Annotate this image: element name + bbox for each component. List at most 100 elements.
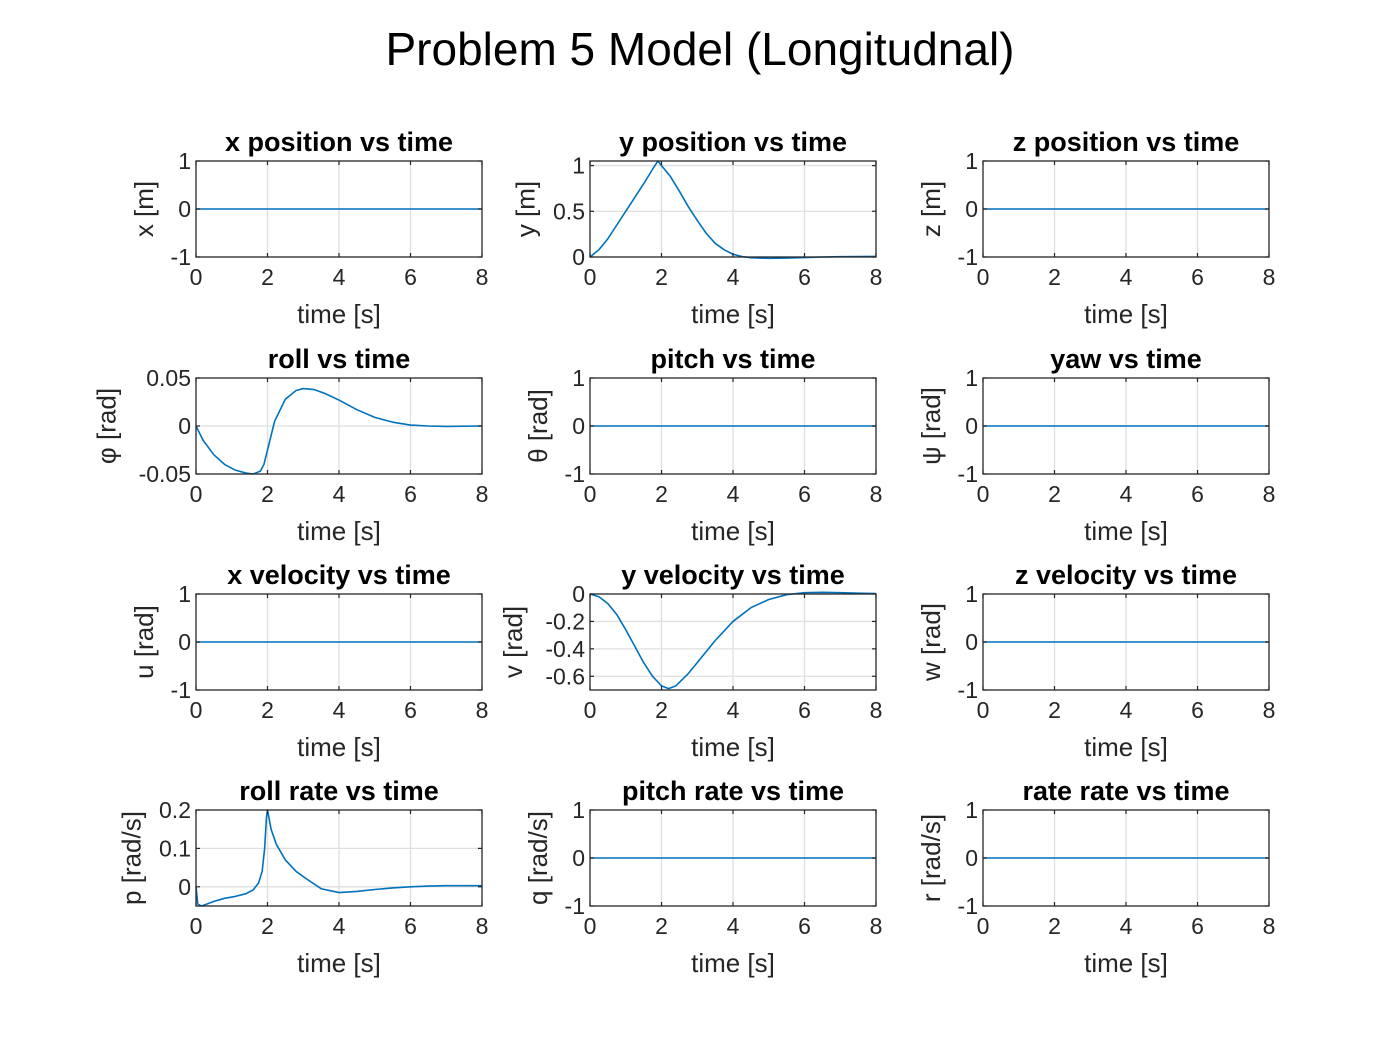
x-tick-label: 6 — [1191, 481, 1204, 507]
y-tick-label: 1 — [965, 797, 978, 823]
y-axis-label: x [m] — [129, 181, 159, 237]
x-tick-label: 6 — [1191, 697, 1204, 723]
subplot-10: 0 2 4 6 8 0 0.1 0.2 roll rate vs time time [s] p [… — [117, 776, 489, 978]
y-tick-label: 1 — [965, 148, 978, 174]
series-line — [195, 387, 483, 475]
x-tick-label: 6 — [404, 913, 417, 939]
y-axis-label: u [rad] — [129, 605, 159, 679]
x-tick-label: 4 — [1120, 264, 1133, 290]
y-axis-label: θ [rad] — [523, 389, 553, 463]
y-tick-label: 0 — [178, 196, 191, 222]
y-tick-label: 0 — [965, 845, 978, 871]
y-tick-label: 0 — [178, 413, 191, 439]
x-tick-label: 0 — [190, 264, 203, 290]
y-axis-label: v [rad] — [498, 606, 528, 678]
x-tick-label: 2 — [261, 481, 274, 507]
x-tick-label: 8 — [1263, 697, 1276, 723]
x-tick-label: 2 — [1048, 264, 1061, 290]
x-tick-label: 4 — [727, 697, 740, 723]
x-tick-label: 2 — [1048, 697, 1061, 723]
y-tick-label: 0 — [572, 244, 585, 270]
x-tick-label: 2 — [655, 481, 668, 507]
subplot-title: yaw vs time — [1050, 344, 1202, 374]
y-tick-label: 0 — [965, 196, 978, 222]
x-tick-label: 0 — [584, 264, 597, 290]
x-tick-label: 0 — [977, 264, 990, 290]
x-tick-label: 2 — [261, 697, 274, 723]
y-tick-label: -1 — [171, 677, 191, 703]
y-tick-label: 0.5 — [553, 198, 585, 224]
x-axis-label: time [s] — [297, 299, 381, 329]
subplot-title: x velocity vs time — [227, 560, 451, 590]
x-tick-label: 0 — [977, 697, 990, 723]
x-tick-label: 0 — [977, 913, 990, 939]
x-tick-label: 0 — [190, 481, 203, 507]
x-axis-label: time [s] — [1084, 948, 1168, 978]
y-tick-label: 0 — [965, 629, 978, 655]
x-tick-label: 0 — [584, 697, 597, 723]
series-line — [589, 591, 877, 690]
x-tick-label: 4 — [727, 264, 740, 290]
y-tick-label: -1 — [958, 461, 978, 487]
x-axis-label: time [s] — [691, 732, 775, 762]
x-tick-label: 6 — [1191, 913, 1204, 939]
series-line — [195, 809, 482, 907]
x-tick-label: 0 — [584, 481, 597, 507]
x-tick-label: 4 — [333, 264, 346, 290]
subplot-title: roll rate vs time — [239, 776, 439, 806]
x-tick-label: 6 — [404, 264, 417, 290]
y-tick-label: -1 — [958, 893, 978, 919]
y-tick-label: -1 — [565, 461, 585, 487]
y-axis-label: p [rad/s] — [117, 811, 147, 905]
subplot-title: pitch rate vs time — [622, 776, 844, 806]
x-tick-label: 8 — [870, 481, 883, 507]
y-tick-label: 0 — [178, 874, 191, 900]
x-tick-label: 8 — [476, 481, 489, 507]
x-axis-label: time [s] — [691, 516, 775, 546]
y-tick-label: 1 — [965, 581, 978, 607]
y-axis-label: y [m] — [511, 181, 541, 237]
y-tick-label: 1 — [572, 153, 585, 179]
y-tick-label: -0.05 — [139, 461, 191, 487]
subplot-title: roll vs time — [268, 344, 411, 374]
y-tick-label: 0 — [178, 629, 191, 655]
y-tick-label: 1 — [178, 581, 191, 607]
y-tick-label: -1 — [171, 244, 191, 270]
figure-title: Problem 5 Model (Longitudnal) — [385, 23, 1015, 75]
subplot-8: 0 2 4 6 8-0.6-0.4-0.20y velocity vs timetime… — [498, 560, 882, 762]
x-tick-label: 4 — [1120, 481, 1133, 507]
x-tick-label: 6 — [798, 481, 811, 507]
y-axis-label: w [rad] — [916, 603, 946, 682]
x-tick-label: 4 — [1120, 697, 1133, 723]
y-tick-label: 1 — [178, 148, 191, 174]
subplot-title: y velocity vs time — [621, 560, 845, 590]
x-tick-label: 0 — [190, 913, 203, 939]
y-tick-label: 0 — [572, 581, 585, 607]
y-tick-label: -1 — [958, 244, 978, 270]
x-tick-label: 8 — [870, 264, 883, 290]
series-line — [589, 160, 877, 260]
x-axis-label: time [s] — [691, 948, 775, 978]
subplot-title: y position vs time — [619, 127, 847, 157]
x-tick-label: 6 — [798, 913, 811, 939]
y-tick-label: -0.6 — [545, 663, 585, 689]
y-tick-label: 1 — [965, 365, 978, 391]
x-tick-label: 8 — [1263, 913, 1276, 939]
x-tick-label: 4 — [727, 913, 740, 939]
y-tick-label: 1 — [572, 365, 585, 391]
x-tick-label: 0 — [584, 913, 597, 939]
x-tick-label: 6 — [1191, 264, 1204, 290]
y-tick-label: -0.4 — [545, 636, 585, 662]
subplot-title: pitch vs time — [650, 344, 815, 374]
y-tick-label: 0 — [572, 845, 585, 871]
subplot-title: z position vs time — [1013, 127, 1240, 157]
y-axis-label: r [rad/s] — [916, 814, 946, 902]
y-tick-label: 0.2 — [159, 797, 191, 823]
